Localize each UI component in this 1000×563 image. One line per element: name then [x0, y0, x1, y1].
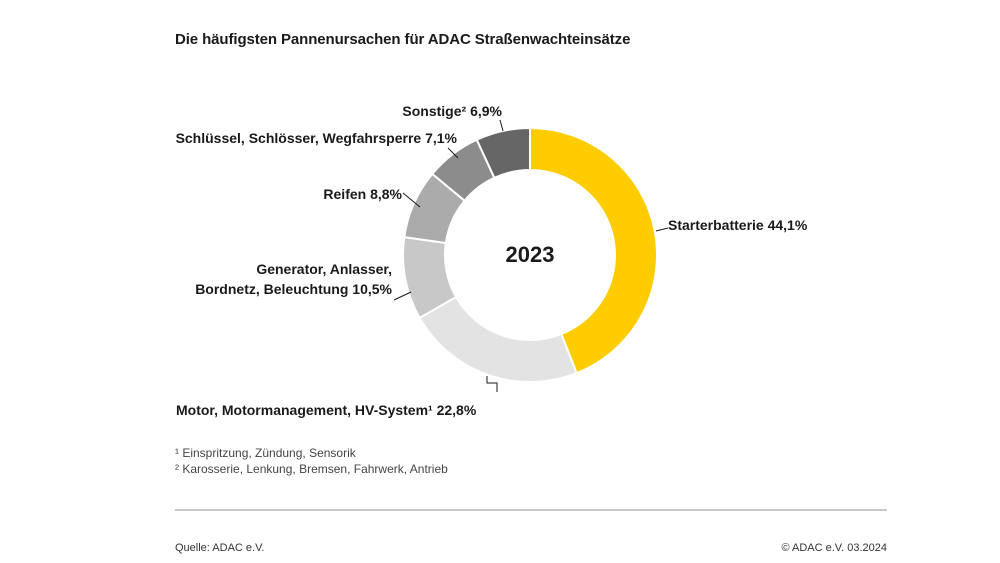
chart-title: Die häufigsten Pannenursachen für ADAC S… — [175, 31, 631, 48]
donut-slice-0 — [529, 126, 658, 375]
footer-divider — [175, 509, 887, 511]
slice-label-generator: Generator, Anlasser, Bordnetz, Beleuchtu… — [195, 259, 392, 299]
copyright-text: © ADAC e.V. 03.2024 — [781, 542, 887, 554]
leader-line-starter — [655, 227, 669, 232]
footnote-2: ² Karosserie, Lenkung, Bremsen, Fahrwerk… — [175, 462, 448, 476]
slice-label-generator-line1: Generator, Anlasser, — [256, 261, 392, 277]
slice-label-generator-line2: Bordnetz, Beleuchtung 10,5% — [195, 281, 392, 297]
slice-label-starterbatterie: Starterbatterie 44,1% — [668, 217, 808, 233]
slice-label-motor: Motor, Motormanagement, HV-System¹ 22,8% — [176, 402, 477, 418]
center-year-label: 2023 — [505, 242, 555, 267]
slice-label-reifen: Reifen 8,8% — [323, 186, 402, 202]
slice-label-sonstige: Sonstige² 6,9% — [402, 103, 502, 119]
leader-line-motor — [486, 376, 498, 392]
footnote-1: ¹ Einspritzung, Zündung, Sensorik — [175, 446, 356, 460]
donut-slice-1 — [418, 295, 578, 383]
slice-label-schluessel: Schlüssel, Schlösser, Wegfahrsperre 7,1% — [175, 130, 457, 146]
leader-line-generator — [393, 291, 412, 301]
leader-line-sonstige — [499, 119, 504, 132]
source-text: Quelle: ADAC e.V. — [175, 542, 265, 554]
donut-slice-5 — [475, 126, 531, 180]
leader-line-schluessel — [447, 147, 459, 159]
leader-line-reifen — [402, 192, 421, 208]
footnotes: ¹ Einspritzung, Zündung, Sensorik ² Karo… — [175, 445, 448, 477]
